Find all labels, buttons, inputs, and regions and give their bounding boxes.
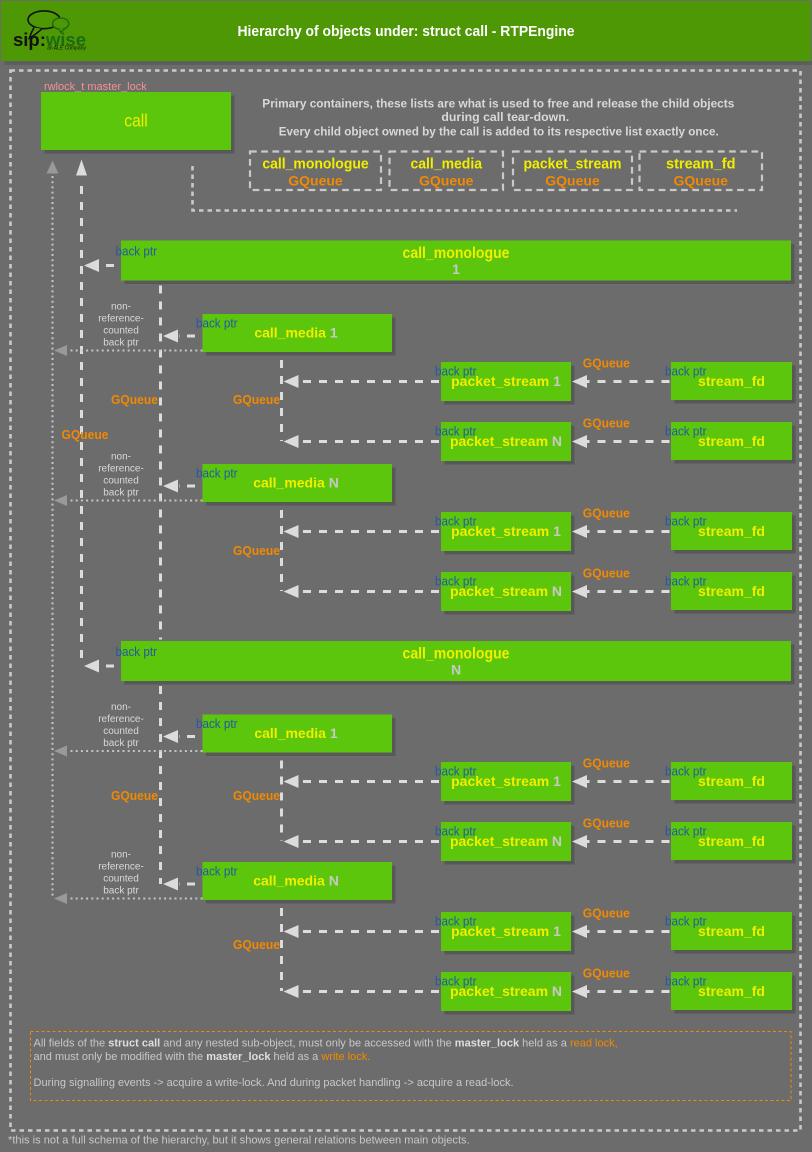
- svg-text:call_media 1: call_media 1: [254, 725, 338, 741]
- svg-text:counted: counted: [103, 475, 139, 486]
- svg-text:call_media N: call_media N: [253, 475, 339, 491]
- svg-text:back ptr: back ptr: [435, 915, 477, 929]
- svg-text:back ptr: back ptr: [196, 317, 238, 331]
- svg-text:GQueue: GQueue: [583, 565, 630, 580]
- svg-text:packet_stream N: packet_stream N: [450, 983, 562, 999]
- svg-text:packet_stream N: packet_stream N: [450, 833, 562, 849]
- svg-text:back ptr: back ptr: [196, 467, 238, 481]
- svg-text:back ptr: back ptr: [665, 515, 707, 529]
- svg-text:call_media 1: call_media 1: [254, 325, 338, 341]
- svg-text:packet_stream 1: packet_stream 1: [451, 523, 561, 539]
- svg-text:GQueue: GQueue: [583, 905, 630, 920]
- svg-text:GQueue: GQueue: [583, 355, 630, 370]
- svg-text:N: N: [451, 662, 461, 678]
- svg-text:non-: non-: [111, 301, 131, 312]
- svg-text:GQueue: GQueue: [111, 392, 158, 407]
- svg-text:packet_stream 1: packet_stream 1: [451, 773, 561, 789]
- svg-text:reference-: reference-: [98, 463, 144, 474]
- svg-text:back ptr: back ptr: [665, 425, 707, 439]
- svg-text:call_media N: call_media N: [253, 873, 339, 889]
- svg-text:stream_fd: stream_fd: [666, 157, 736, 173]
- svg-text:call_monologue: call_monologue: [403, 645, 510, 662]
- svg-text:call_monologue: call_monologue: [403, 245, 510, 262]
- svg-text:call_monologue: call_monologue: [262, 157, 368, 173]
- svg-text:sip:wise: sip:wise: [13, 29, 86, 50]
- svg-text:non-: non-: [111, 702, 131, 713]
- svg-text:stream_fd: stream_fd: [698, 433, 765, 449]
- svg-text:back ptr: back ptr: [665, 825, 707, 839]
- svg-text:back ptr: back ptr: [435, 365, 477, 379]
- svg-text:counted: counted: [103, 873, 139, 884]
- svg-text:packet_stream 1: packet_stream 1: [451, 373, 561, 389]
- svg-text:GQueue: GQueue: [62, 427, 109, 442]
- svg-text:stream_fd: stream_fd: [698, 583, 765, 599]
- svg-text:Every child object owned by th: Every child object owned by the call is …: [279, 124, 719, 138]
- svg-text:back ptr: back ptr: [116, 245, 158, 259]
- svg-text:back ptr: back ptr: [196, 717, 238, 731]
- svg-text:back ptr: back ptr: [665, 575, 707, 589]
- svg-text:counted: counted: [103, 325, 139, 336]
- svg-text:back ptr: back ptr: [435, 975, 477, 989]
- svg-text:stream_fd: stream_fd: [698, 523, 765, 539]
- svg-text:back ptr: back ptr: [435, 575, 477, 589]
- svg-text:stream_fd: stream_fd: [698, 773, 765, 789]
- svg-text:stream_fd: stream_fd: [698, 373, 765, 389]
- svg-text:stream_fd: stream_fd: [698, 923, 765, 939]
- svg-text:During signalling events -> ac: During signalling events -> acquire a wr…: [34, 1077, 514, 1089]
- svg-text:back ptr: back ptr: [116, 645, 158, 659]
- svg-text:back ptr: back ptr: [665, 365, 707, 379]
- svg-text:non-: non-: [111, 451, 131, 462]
- svg-text:packet_stream N: packet_stream N: [450, 433, 562, 449]
- svg-text:reference-: reference-: [98, 313, 144, 324]
- svg-text:an ALE Company: an ALE Company: [47, 46, 86, 52]
- svg-text:back ptr: back ptr: [103, 885, 139, 896]
- svg-text:All fields of the struct call: All fields of the struct call and any ne…: [34, 1037, 618, 1049]
- svg-text:back ptr: back ptr: [103, 487, 139, 498]
- svg-text:back ptr: back ptr: [196, 865, 238, 879]
- svg-text:rwlock_t master_lock: rwlock_t master_lock: [44, 81, 147, 93]
- svg-text:GQueue: GQueue: [674, 173, 729, 189]
- svg-text:back ptr: back ptr: [665, 915, 707, 929]
- svg-text:counted: counted: [103, 726, 139, 737]
- svg-text:call_media: call_media: [411, 157, 483, 173]
- svg-text:back ptr: back ptr: [665, 975, 707, 989]
- svg-text:back ptr: back ptr: [435, 515, 477, 529]
- svg-text:GQueue: GQueue: [233, 937, 280, 952]
- svg-text:back ptr: back ptr: [103, 738, 139, 749]
- svg-text:GQueue: GQueue: [583, 415, 630, 430]
- svg-text:back ptr: back ptr: [103, 337, 139, 348]
- svg-text:GQueue: GQueue: [419, 173, 474, 189]
- svg-text:back ptr: back ptr: [665, 765, 707, 779]
- svg-text:GQueue: GQueue: [111, 788, 158, 803]
- svg-text:stream_fd: stream_fd: [698, 983, 765, 999]
- svg-text:during call tear-down.: during call tear-down.: [441, 110, 569, 124]
- svg-text:packet_stream 1: packet_stream 1: [451, 923, 561, 939]
- svg-text:reference-: reference-: [98, 714, 144, 725]
- svg-text:GQueue: GQueue: [233, 392, 280, 407]
- svg-text:call: call: [124, 111, 148, 131]
- svg-text:GQueue: GQueue: [545, 173, 600, 189]
- svg-text:GQueue: GQueue: [288, 173, 343, 189]
- svg-text:GQueue: GQueue: [583, 815, 630, 830]
- svg-text:GQueue: GQueue: [583, 505, 630, 520]
- svg-text:back ptr: back ptr: [435, 425, 477, 439]
- svg-text:GQueue: GQueue: [583, 965, 630, 980]
- svg-text:packet_stream N: packet_stream N: [450, 583, 562, 599]
- svg-text:non-: non-: [111, 849, 131, 860]
- svg-text:GQueue: GQueue: [233, 788, 280, 803]
- svg-text:back ptr: back ptr: [435, 765, 477, 779]
- svg-text:Primary containers, these list: Primary containers, these lists are what…: [262, 96, 734, 110]
- svg-text:stream_fd: stream_fd: [698, 833, 765, 849]
- svg-text:packet_stream: packet_stream: [524, 157, 622, 173]
- svg-text:GQueue: GQueue: [233, 543, 280, 558]
- svg-text:GQueue: GQueue: [583, 755, 630, 770]
- svg-text:and must only be modified with: and must only be modified with the maste…: [34, 1051, 371, 1063]
- svg-text:Hierarchy of objects under: st: Hierarchy of objects under: struct call …: [238, 24, 575, 40]
- svg-text:reference-: reference-: [98, 861, 144, 872]
- svg-text:back ptr: back ptr: [435, 825, 477, 839]
- svg-text:*this is not a full schema of: *this is not a full schema of the hierar…: [8, 1135, 470, 1147]
- svg-text:1: 1: [452, 261, 460, 277]
